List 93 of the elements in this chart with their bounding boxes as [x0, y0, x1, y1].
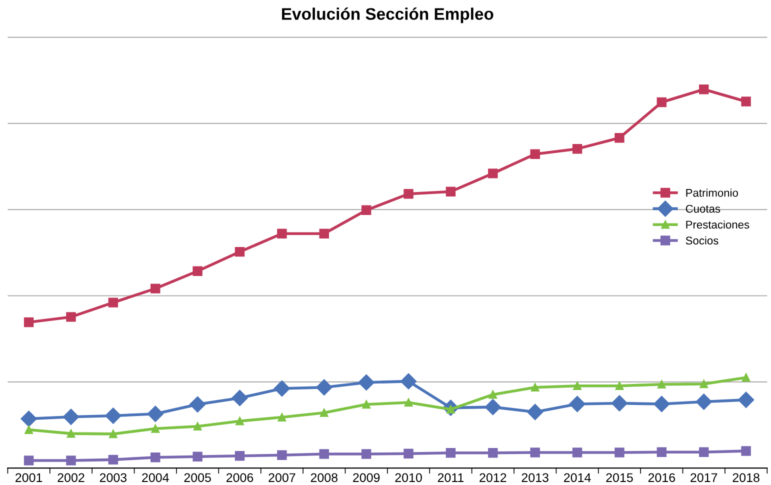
point	[488, 390, 498, 399]
point	[741, 446, 751, 456]
point	[150, 452, 160, 462]
point	[488, 448, 498, 458]
point	[658, 380, 666, 389]
point	[446, 186, 456, 196]
x-tick-label: 2005	[184, 473, 211, 482]
x-tick-label: 2015	[606, 473, 633, 482]
point	[698, 447, 709, 457]
x-tick-label: 2004	[142, 473, 169, 482]
point	[696, 394, 712, 410]
point	[738, 392, 754, 408]
point	[698, 84, 709, 94]
point	[319, 449, 330, 459]
point	[446, 448, 456, 458]
point	[527, 404, 544, 420]
point	[656, 447, 667, 457]
point	[572, 448, 582, 458]
point	[62, 408, 80, 425]
point	[569, 396, 586, 412]
point	[66, 429, 76, 438]
point	[404, 398, 413, 407]
point	[232, 390, 248, 406]
x-tick-label: 2010	[395, 473, 422, 482]
x-tick-label: 2016	[648, 473, 676, 482]
point	[741, 96, 751, 106]
point	[319, 228, 330, 239]
point	[614, 132, 624, 143]
point	[24, 426, 33, 434]
point	[361, 205, 372, 216]
point	[530, 149, 540, 159]
point	[615, 382, 624, 390]
point	[656, 97, 667, 108]
point	[147, 406, 164, 422]
point	[190, 396, 206, 412]
point	[404, 189, 414, 199]
point	[530, 448, 540, 458]
point	[109, 430, 118, 438]
x-tick-label: 2018	[732, 473, 760, 482]
chart-title: Evolución Sección Empleo	[282, 7, 494, 24]
point	[362, 400, 370, 409]
point	[742, 373, 750, 382]
point	[530, 383, 540, 392]
point	[361, 449, 372, 459]
point	[611, 395, 628, 412]
x-tick-label: 2001	[16, 473, 42, 482]
legend-label: Cuotas	[686, 204, 720, 213]
x-tick-label: 2014	[564, 473, 591, 482]
point	[151, 424, 160, 433]
point	[484, 399, 501, 416]
point	[614, 448, 624, 458]
x-tick-label: 2009	[353, 473, 380, 482]
point	[573, 382, 582, 390]
legend-label: Socios	[686, 236, 718, 245]
point	[236, 416, 244, 426]
point	[24, 456, 34, 466]
legend-label: Prestaciones	[686, 220, 750, 229]
x-tick-label: 2017	[690, 473, 718, 482]
point	[316, 379, 332, 396]
point	[66, 456, 76, 466]
point	[358, 374, 374, 391]
point	[108, 454, 118, 465]
point	[150, 284, 160, 294]
point	[192, 266, 202, 276]
point	[400, 373, 417, 390]
point	[20, 410, 37, 427]
point	[192, 452, 202, 462]
x-tick-label: 2008	[310, 473, 338, 482]
x-tick-label: 2013	[522, 473, 548, 482]
x-tick-label: 2011	[438, 473, 464, 482]
point	[105, 408, 122, 424]
point	[278, 413, 286, 422]
point	[274, 380, 290, 397]
point	[320, 408, 328, 417]
point	[488, 168, 498, 178]
point	[654, 396, 670, 412]
point	[66, 312, 76, 322]
point	[193, 422, 202, 431]
x-tick-label: 2002	[58, 473, 84, 482]
point	[234, 451, 245, 461]
point	[277, 450, 287, 460]
x-tick-label: 2003	[100, 473, 127, 482]
x-tick-label: 2006	[226, 473, 254, 482]
point	[108, 298, 118, 308]
point	[572, 144, 582, 154]
point	[234, 246, 245, 257]
x-tick-label: 2007	[268, 473, 296, 482]
point	[277, 228, 287, 239]
legend-label: Patrimonio	[686, 188, 738, 197]
point	[404, 448, 414, 458]
point	[700, 380, 708, 388]
x-tick-label: 2012	[480, 473, 506, 482]
point	[24, 317, 34, 328]
